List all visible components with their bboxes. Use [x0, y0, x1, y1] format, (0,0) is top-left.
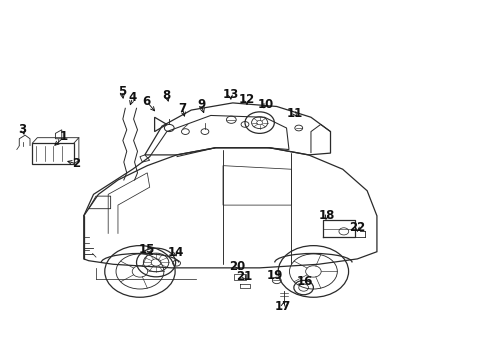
- Text: 4: 4: [128, 91, 137, 104]
- Text: 16: 16: [296, 275, 313, 288]
- Text: 9: 9: [197, 98, 205, 111]
- Text: 6: 6: [142, 95, 150, 108]
- Text: 3: 3: [19, 123, 27, 136]
- Text: 12: 12: [238, 93, 255, 106]
- Text: 10: 10: [257, 98, 273, 111]
- Text: 7: 7: [178, 102, 187, 115]
- Text: 19: 19: [267, 269, 284, 282]
- Text: 2: 2: [73, 157, 80, 170]
- Text: 22: 22: [349, 221, 366, 234]
- Text: 18: 18: [319, 210, 335, 222]
- Text: 20: 20: [229, 260, 246, 273]
- Text: 17: 17: [275, 300, 291, 313]
- Text: 5: 5: [118, 85, 126, 98]
- Text: 21: 21: [236, 270, 252, 283]
- Text: 14: 14: [168, 246, 184, 259]
- Text: 11: 11: [287, 107, 303, 120]
- Text: 8: 8: [163, 89, 171, 102]
- Text: 1: 1: [60, 130, 68, 144]
- Text: 15: 15: [139, 243, 155, 256]
- Text: 13: 13: [222, 88, 239, 101]
